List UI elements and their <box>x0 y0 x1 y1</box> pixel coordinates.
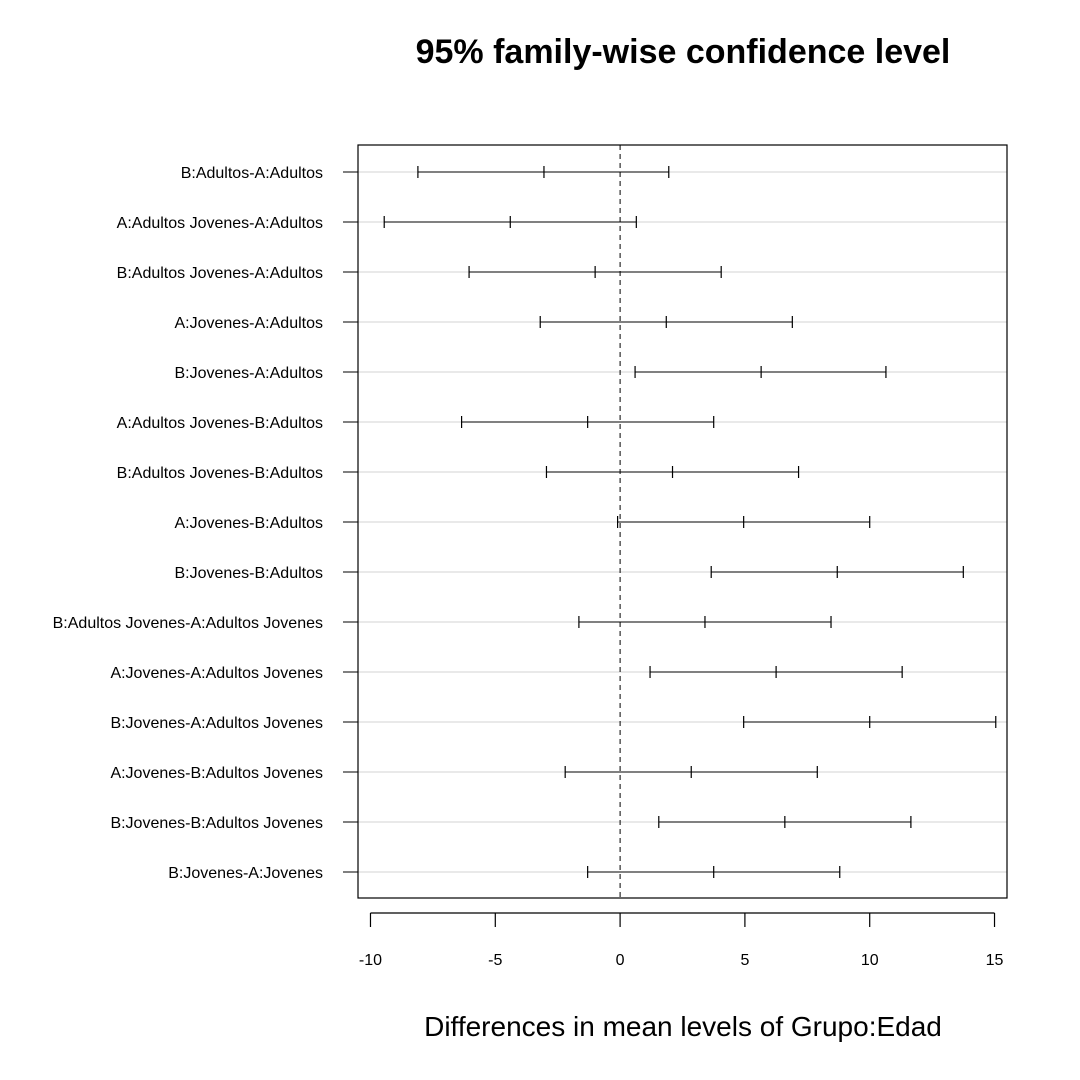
interval-row <box>658 816 912 828</box>
y-tick-label: A:Jovenes-B:Adultos <box>174 515 323 532</box>
interval-row <box>545 466 800 478</box>
interval-row <box>460 416 715 428</box>
y-tick-label: B:Adultos-A:Adultos <box>181 165 323 182</box>
x-tick-label: -5 <box>488 952 502 969</box>
y-tick-label: B:Adultos Jovenes-A:Adultos Jovenes <box>53 615 323 632</box>
interval-row <box>578 616 832 628</box>
y-tick-label: A:Jovenes-B:Adultos Jovenes <box>110 765 323 782</box>
y-tick-label: B:Adultos Jovenes-A:Adultos <box>117 265 323 282</box>
interval-row <box>743 716 997 728</box>
y-tick-label: A:Jovenes-A:Adultos Jovenes <box>110 665 323 682</box>
interval-row <box>417 166 670 178</box>
interval-row <box>383 216 637 228</box>
x-tick-label: 5 <box>740 952 749 969</box>
y-tick-label: B:Jovenes-A:Jovenes <box>168 865 323 882</box>
interval-row <box>564 766 818 778</box>
y-tick-label: B:Jovenes-B:Adultos <box>174 565 323 582</box>
x-tick-label: 0 <box>616 952 625 969</box>
y-tick-label: A:Jovenes-A:Adultos <box>174 315 323 332</box>
interval-row <box>616 516 871 528</box>
chart-title: 95% family-wise confidence level <box>416 33 951 71</box>
interval-row <box>649 666 903 678</box>
confidence-intervals <box>383 166 997 878</box>
x-tick-label: 10 <box>861 952 879 969</box>
y-tick-label: B:Adultos Jovenes-B:Adultos <box>117 465 323 482</box>
interval-row <box>539 316 793 328</box>
x-tick-label: -10 <box>359 952 382 969</box>
interval-row <box>587 866 841 878</box>
x-axis-label: Differences in mean levels of Grupo:Edad <box>424 1011 942 1042</box>
y-tick-label: A:Adultos Jovenes-A:Adultos <box>117 215 323 232</box>
y-tick-label: B:Jovenes-A:Adultos Jovenes <box>110 715 323 732</box>
y-tick-label: B:Jovenes-A:Adultos <box>174 365 323 382</box>
x-tick-label: 15 <box>986 952 1004 969</box>
y-tick-label: A:Adultos Jovenes-B:Adultos <box>117 415 323 432</box>
x-axis: -10 -5 0 5 10 15 <box>359 912 1004 969</box>
interval-row <box>634 366 887 378</box>
y-axis: B:Adultos-A:Adultos A:Adultos Jovenes-A:A… <box>53 165 358 882</box>
interval-row <box>710 566 964 578</box>
interval-row <box>468 266 722 278</box>
y-tick-label: B:Jovenes-B:Adultos Jovenes <box>110 815 323 832</box>
